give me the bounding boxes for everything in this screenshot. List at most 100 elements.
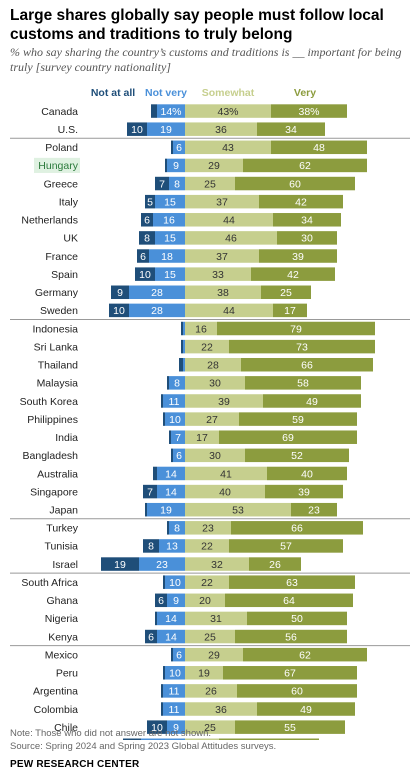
bar-not-very [141, 738, 185, 740]
bar-not-very [163, 684, 185, 698]
data-label: 43% [217, 106, 238, 118]
data-label: 55 [284, 722, 296, 734]
bar-not-at-all [101, 557, 139, 571]
data-label: 30 [301, 233, 313, 245]
data-label: 9 [117, 287, 123, 299]
bar-somewhat [185, 666, 223, 680]
bar-very [225, 593, 353, 608]
data-label: 10 [169, 577, 181, 589]
bar-not-very [155, 231, 185, 245]
bar-not-very [157, 611, 185, 626]
bar-not-at-all [127, 122, 147, 136]
bar-not-at-all [167, 376, 169, 390]
bar-not-at-all [109, 303, 129, 318]
bar-not-at-all [143, 484, 157, 499]
bar-not-very [173, 448, 185, 463]
data-label: 17 [196, 432, 208, 444]
data-label: 66 [301, 360, 313, 372]
bar-very [243, 647, 367, 662]
bar-not-very [163, 702, 185, 716]
bar-somewhat [185, 502, 291, 517]
legend-label: Not at all [91, 87, 135, 99]
category-label: Peru [56, 668, 78, 680]
data-label: 39 [298, 486, 310, 498]
data-label: 8 [174, 178, 180, 190]
bar-very [259, 249, 337, 263]
bar-not-very [139, 557, 185, 571]
bar-not-very [147, 502, 185, 517]
bar-somewhat [185, 339, 229, 354]
data-label: 58 [297, 378, 309, 390]
bar-very [223, 666, 357, 680]
bar-very [229, 539, 343, 553]
data-label: 64 [283, 595, 295, 607]
data-label: 10 [169, 668, 181, 680]
data-label: 79 [290, 323, 302, 335]
data-label: 8 [174, 378, 180, 390]
data-label: 14 [165, 613, 177, 625]
bar-very [271, 140, 367, 155]
bar-not-very [165, 575, 185, 589]
chart-source: Source: Spring 2024 and Spring 2023 Glob… [10, 741, 277, 752]
category-label: Hungary [38, 160, 78, 172]
bar-not-at-all [111, 285, 129, 300]
data-label: 14 [165, 631, 177, 643]
data-label: 10 [131, 124, 143, 136]
category-label: Japan [49, 505, 78, 517]
chart-note: Note: Those who did not answer are not s… [10, 728, 212, 739]
data-label: 16 [195, 323, 207, 335]
bar-somewhat [185, 303, 273, 318]
bar-very [247, 611, 347, 626]
data-label: 6 [158, 595, 164, 607]
data-label: 10 [169, 414, 181, 426]
bar-somewhat [185, 557, 249, 571]
bar-very [261, 285, 311, 300]
bar-not-very [167, 158, 185, 173]
bar-somewhat [185, 593, 225, 608]
data-label: 10 [139, 269, 151, 281]
bar-not-very [155, 267, 185, 281]
bar-not-very [163, 394, 185, 408]
category-label: Sri Lanka [34, 341, 79, 353]
data-label: 28 [151, 305, 163, 317]
data-label: 26 [205, 686, 217, 698]
data-label: 36 [215, 124, 227, 136]
bar-somewhat [185, 575, 229, 589]
bar-somewhat [185, 430, 219, 444]
bar-somewhat [185, 394, 263, 408]
data-label: 15 [164, 269, 176, 281]
bar-very [231, 521, 363, 535]
category-label: France [45, 251, 78, 263]
bar-very [267, 466, 347, 481]
data-label: 41 [220, 468, 232, 480]
bar-somewhat [185, 357, 241, 372]
data-label: 38 [217, 287, 229, 299]
category-label: Poland [45, 142, 78, 154]
bar-somewhat [185, 140, 271, 155]
bar-somewhat [185, 376, 245, 390]
data-label: 32 [211, 559, 223, 571]
data-label: 14% [160, 106, 181, 118]
bar-very [243, 158, 367, 173]
chart-svg: Not at all Not very Somewhat Very Canada 14% 4… [10, 87, 410, 740]
bar-not-at-all [145, 629, 157, 644]
data-label: 39 [218, 396, 230, 408]
data-label: 22 [201, 341, 213, 353]
chart-title: Large shares globally say people must fo… [10, 7, 384, 43]
category-label: Mexico [45, 649, 78, 661]
data-label: 11 [169, 686, 180, 698]
data-label: 25 [204, 631, 216, 643]
category-label: Colombia [34, 704, 79, 716]
data-label: 28 [207, 360, 219, 372]
bar-not-at-all [155, 593, 167, 608]
data-label: 63 [286, 577, 298, 589]
bar-very [235, 629, 347, 644]
bar-somewhat [185, 521, 231, 535]
bar-not-at-all [145, 502, 147, 517]
data-label: 29 [208, 649, 220, 661]
data-label: 25 [204, 178, 216, 190]
category-label: Netherlands [21, 215, 78, 227]
bar-not-at-all [147, 720, 167, 734]
category-label: Spain [51, 269, 78, 281]
data-label: 19 [114, 559, 126, 571]
